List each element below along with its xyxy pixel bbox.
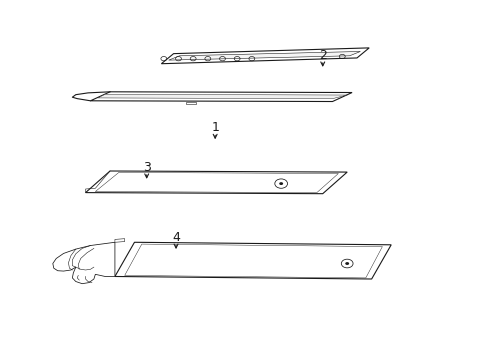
Text: 4: 4 <box>172 231 180 244</box>
Text: 1: 1 <box>211 121 219 134</box>
Circle shape <box>279 182 283 185</box>
Polygon shape <box>115 239 124 242</box>
Polygon shape <box>168 51 360 60</box>
Polygon shape <box>90 92 351 102</box>
Polygon shape <box>85 171 346 194</box>
Polygon shape <box>185 102 195 104</box>
Polygon shape <box>53 242 115 284</box>
Polygon shape <box>115 242 390 279</box>
Text: 3: 3 <box>142 161 150 174</box>
Text: 2: 2 <box>318 49 326 62</box>
Polygon shape <box>98 94 346 99</box>
Circle shape <box>345 262 348 265</box>
Polygon shape <box>161 48 368 64</box>
